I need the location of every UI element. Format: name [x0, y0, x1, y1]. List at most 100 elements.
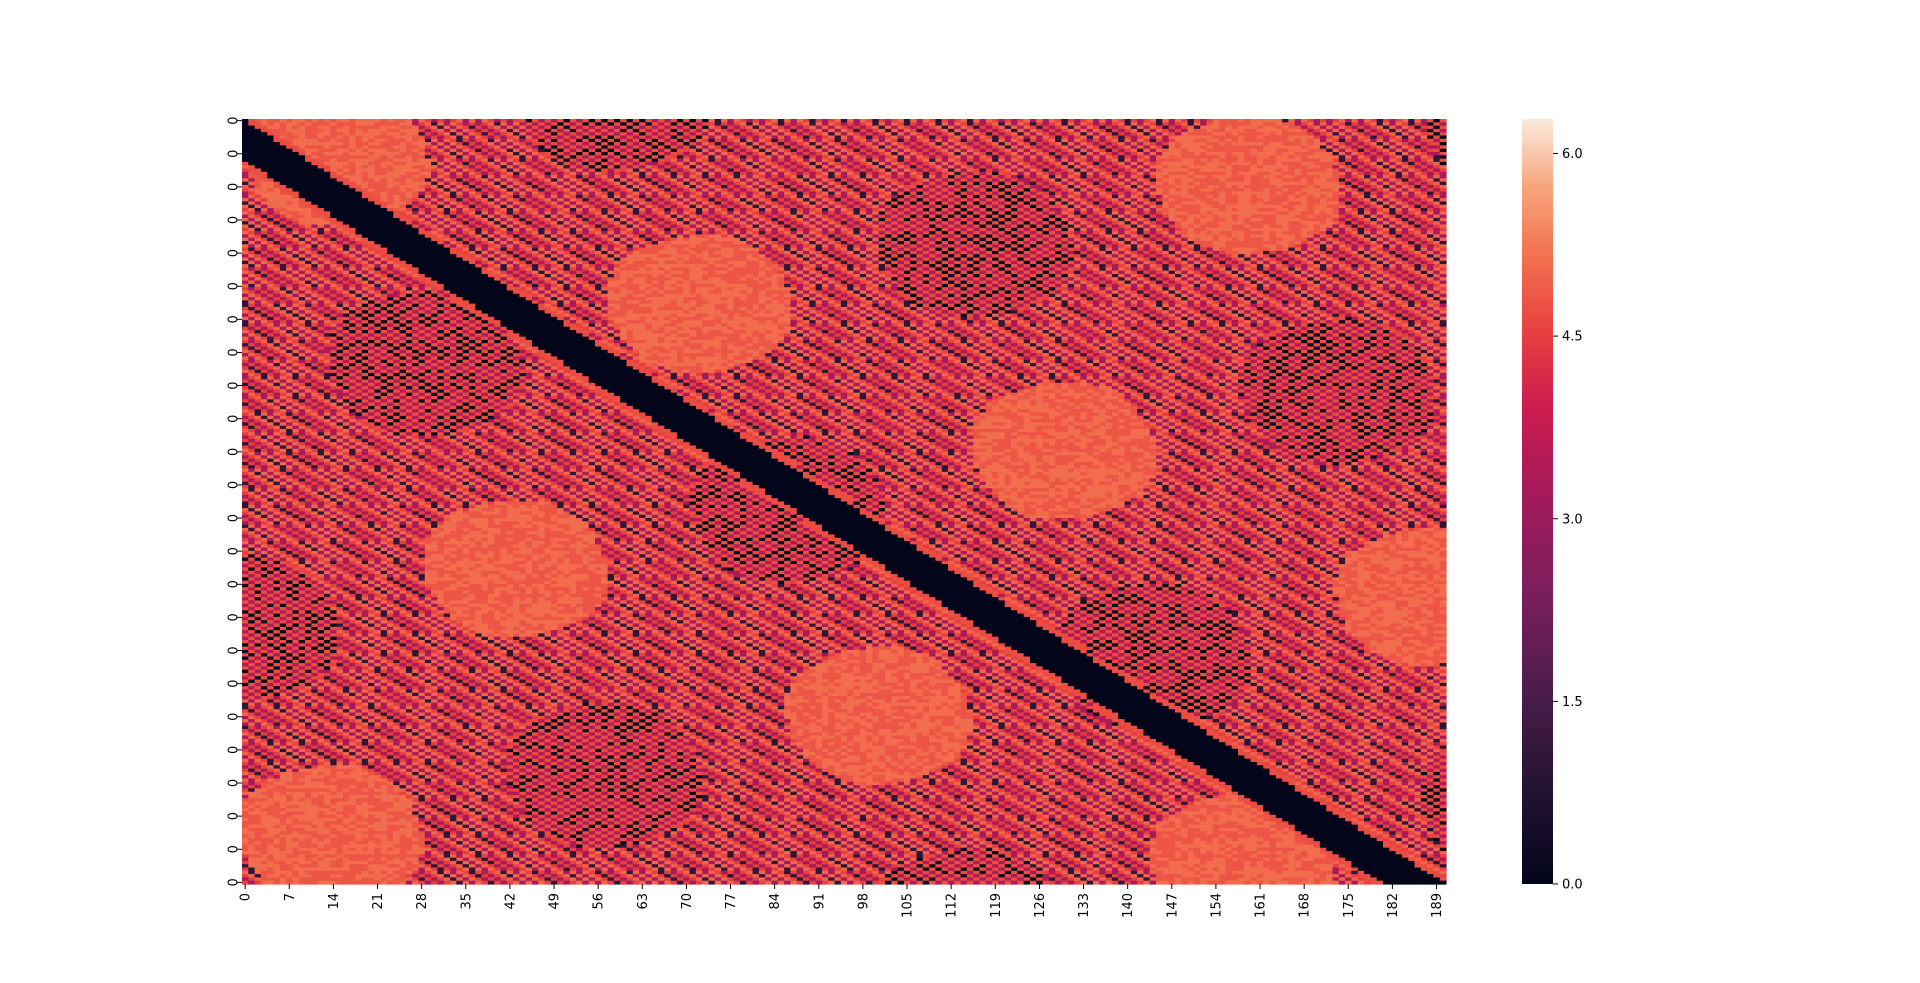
heatmap-cell	[550, 132, 558, 137]
heatmap-cell	[368, 135, 375, 140]
heatmap-cell	[721, 145, 728, 150]
heatmap-cell	[1174, 128, 1182, 133]
heatmap-cell	[569, 151, 577, 156]
heatmap-cell	[1181, 125, 1189, 130]
heatmap-cell	[676, 119, 684, 123]
heatmap-cell	[576, 142, 583, 146]
heatmap-cell	[424, 132, 432, 137]
heatmap-cell	[695, 125, 703, 130]
heatmap-cell	[588, 148, 596, 153]
heatmap-cell	[1086, 132, 1094, 137]
heatmap-cell	[1382, 142, 1390, 146]
heatmap-cell	[405, 145, 413, 150]
heatmap-cell	[973, 142, 981, 146]
heatmap-cell	[1118, 135, 1126, 140]
heatmap-cell	[992, 122, 1000, 127]
heatmap-cell	[1206, 145, 1214, 150]
heatmap-cell	[349, 132, 357, 137]
heatmap-cell	[954, 125, 962, 130]
heatmap-cell	[815, 125, 823, 130]
heatmap-cell	[475, 142, 483, 146]
heatmap-cell	[1042, 135, 1050, 140]
heatmap-cell	[349, 148, 357, 153]
heatmap-cell	[1036, 138, 1044, 143]
heatmap-cell	[1118, 128, 1126, 133]
heatmap-cell	[1326, 148, 1334, 153]
heatmap-cell	[708, 132, 716, 137]
heatmap-cell	[645, 138, 653, 143]
heatmap-cell	[910, 145, 918, 150]
heatmap-cell	[450, 148, 457, 153]
heatmap-cell	[1092, 142, 1100, 146]
heatmap-cell	[651, 148, 659, 153]
heatmap-cell	[639, 135, 647, 140]
heatmap-cell	[1023, 132, 1031, 137]
heatmap-cell	[418, 145, 426, 150]
heatmap-cell	[431, 138, 439, 143]
heatmap-cell	[809, 142, 817, 146]
heatmap-cell	[891, 132, 899, 137]
heatmap-cell	[462, 138, 470, 143]
heatmap-cell	[1174, 145, 1182, 150]
heatmap-cell	[487, 135, 495, 140]
heatmap-cell	[1023, 148, 1031, 153]
heatmap-cell	[903, 135, 911, 140]
heatmap-cell	[903, 142, 911, 146]
heatmap-cell	[645, 122, 653, 127]
heatmap-cell	[1427, 122, 1434, 127]
heatmap-cell	[758, 122, 766, 127]
heatmap-cell	[651, 122, 659, 127]
heatmap-cell	[336, 122, 344, 127]
heatmap-cell	[563, 145, 571, 150]
heatmap-cell	[784, 142, 792, 146]
heatmap-cell	[632, 122, 640, 127]
heatmap-cell	[1187, 128, 1195, 133]
heatmap-cell	[1212, 128, 1220, 133]
heatmap-cell	[809, 145, 817, 150]
heatmap-cell	[462, 125, 470, 130]
heatmap-cell	[311, 135, 319, 140]
heatmap-cell	[475, 138, 483, 143]
heatmap-cell	[1414, 125, 1422, 130]
heatmap-cell	[683, 145, 691, 150]
heatmap-cell	[815, 135, 823, 140]
heatmap-cell	[1130, 125, 1138, 130]
heatmap-cell	[613, 148, 621, 153]
heatmap-cell	[393, 122, 401, 127]
heatmap-cell	[248, 132, 256, 137]
heatmap-cell	[248, 128, 256, 133]
heatmap-cell	[569, 132, 577, 137]
heatmap-cell	[714, 125, 722, 130]
heatmap-cell	[771, 122, 779, 127]
heatmap-cell	[714, 135, 722, 140]
heatmap-cell	[903, 119, 911, 123]
heatmap-cell	[1212, 148, 1220, 153]
heatmap-cell	[1023, 125, 1031, 130]
heatmap-cell	[569, 125, 577, 130]
heatmap-cell	[1105, 125, 1113, 130]
heatmap-cell	[903, 125, 911, 130]
heatmap-cell	[1401, 122, 1409, 127]
heatmap-cell	[828, 122, 836, 127]
heatmap-cell	[1193, 125, 1201, 130]
heatmap-cell	[298, 128, 306, 133]
heatmap-cell	[1029, 145, 1037, 150]
heatmap-cell	[872, 128, 880, 133]
heatmap-cell	[1382, 145, 1390, 150]
heatmap-cell	[847, 128, 855, 133]
heatmap-cell	[758, 128, 766, 133]
heatmap-cell	[1250, 125, 1258, 130]
heatmap-cell	[531, 119, 539, 123]
heatmap-cell	[1319, 122, 1327, 127]
heatmap-cell	[1225, 119, 1233, 123]
heatmap-cell	[1338, 145, 1346, 150]
heatmap-cell	[821, 122, 829, 127]
heatmap-cell	[1118, 132, 1126, 137]
heatmap-cell	[601, 125, 609, 130]
heatmap-cell	[519, 145, 527, 150]
heatmap-cell	[292, 135, 300, 140]
heatmap-cell	[1244, 135, 1252, 140]
heatmap-cell	[1143, 142, 1151, 146]
heatmap-cell	[330, 119, 338, 123]
heatmap-cell	[399, 151, 407, 156]
